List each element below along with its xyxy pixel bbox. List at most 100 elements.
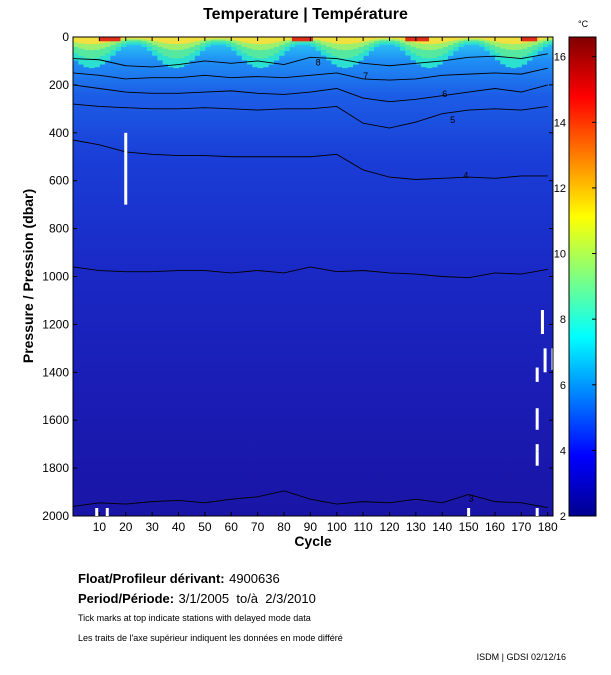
- x-tick-label: 110: [354, 520, 373, 534]
- colorbar: [568, 36, 597, 517]
- y-axis-ticks: 0 200 400 600 800 1000 1200 1400 1600 1800 2000: [42, 30, 553, 523]
- x-tick-label: 160: [485, 520, 505, 534]
- surface-cell: [352, 37, 359, 44]
- contour-line-3: [73, 490, 548, 509]
- colorbar-tick-label: 4: [560, 445, 566, 457]
- colorbar-tick-label: 6: [560, 380, 566, 392]
- surface-cell: [125, 37, 132, 39]
- surface-cell: [463, 37, 470, 39]
- contour-line-4: [73, 139, 548, 180]
- surface-cell: [553, 37, 559, 40]
- surface-cell: [152, 37, 158, 42]
- surface-cell: [342, 37, 348, 45]
- colorbar-tick-label: 14: [554, 117, 566, 129]
- surface-cell: [215, 37, 222, 39]
- y-tick-label: 600: [49, 174, 69, 188]
- surface-cell: [320, 37, 327, 42]
- x-tick-label: 120: [379, 520, 399, 534]
- surface-cell: [136, 37, 143, 39]
- y-tick-label: 1400: [42, 365, 69, 379]
- surface-cell: [347, 37, 354, 44]
- missing-data-bar: [543, 348, 547, 373]
- credit-line: ISDM | GDSI 02/12/16: [476, 652, 566, 662]
- surface-cell: [131, 37, 137, 39]
- contour-line-7: [73, 67, 548, 81]
- note-english: Tick marks at top indicate stations with…: [78, 613, 311, 623]
- colorbar-unit: °C: [578, 19, 589, 29]
- surface-hot-patch: [521, 37, 538, 42]
- y-tick-label: 400: [49, 126, 69, 140]
- surface-cell: [468, 37, 475, 39]
- chart-title: Temperature | Température: [203, 6, 408, 23]
- contour-label: 7: [363, 71, 368, 81]
- surface-cell: [331, 37, 338, 44]
- surface-cell: [484, 37, 491, 41]
- x-tick-label: 180: [538, 520, 558, 534]
- missing-data-bar: [535, 444, 539, 452]
- missing-data-bar: [540, 310, 544, 334]
- contour-label: 5: [450, 115, 455, 125]
- x-tick-label: 30: [145, 520, 159, 534]
- contour-label: 3: [469, 494, 474, 504]
- delayed-mode-tick: [105, 508, 109, 516]
- surface-cell: [162, 37, 169, 44]
- surface-warm-layer: [73, 37, 559, 69]
- x-tick-label: 90: [304, 520, 318, 534]
- period-value: 3/1/2005 to/à 2/3/2010: [178, 591, 316, 606]
- surface-cell: [542, 37, 549, 40]
- missing-data-bar: [535, 408, 539, 430]
- surface-cell: [553, 37, 559, 42]
- surface-cell: [436, 37, 443, 44]
- surface-cell: [516, 37, 522, 44]
- surface-cell: [452, 37, 459, 41]
- x-tick-label: 60: [225, 520, 239, 534]
- x-tick-label: 140: [432, 520, 452, 534]
- surface-cell: [120, 37, 127, 40]
- x-axis-ticks: 10 20 30 40 50 60 70 80 90 100 110 120 130 140 150 160 1…: [93, 37, 558, 534]
- surface-cell: [252, 37, 259, 44]
- surface-cell: [389, 37, 396, 39]
- surface-cell: [220, 37, 227, 39]
- surface-cell: [73, 37, 79, 43]
- surface-cell: [458, 37, 464, 40]
- contour-label: 6: [442, 89, 447, 99]
- surface-cell: [210, 37, 216, 39]
- contour-line-6: [73, 84, 548, 103]
- surface-cell: [178, 37, 185, 44]
- x-tick-label: 10: [93, 520, 107, 534]
- colorbar-ticks: 2 4 6 8 10 12 14 16: [554, 52, 596, 523]
- y-tick-label: 0: [62, 30, 69, 44]
- contour-lines: 3 4 5 6 7 8: [73, 53, 548, 509]
- colorbar-tick-label: 8: [560, 314, 566, 326]
- y-tick-label: 1000: [42, 270, 69, 284]
- surface-cell: [378, 37, 385, 39]
- surface-cell: [199, 37, 206, 41]
- x-tick-label: 20: [119, 520, 133, 534]
- surface-cell: [167, 37, 174, 44]
- surface-cell: [157, 37, 164, 43]
- surface-cell: [400, 37, 406, 41]
- delayed-mode-tick: [467, 508, 471, 516]
- contour-line-5: [73, 103, 548, 129]
- surface-cell: [479, 37, 485, 40]
- delayed-mode-tick: [95, 508, 99, 516]
- note-french: Les traits de l'axe supérieur indiquent …: [78, 633, 343, 643]
- y-tick-label: 2000: [42, 509, 69, 523]
- surface-hot-patch: [291, 37, 313, 42]
- surface-cell: [500, 37, 507, 44]
- surface-cell: [236, 37, 243, 42]
- surface-cell: [431, 37, 438, 44]
- surface-cell: [247, 37, 253, 44]
- surface-cell: [442, 37, 449, 43]
- y-tick-label: 1800: [42, 461, 69, 475]
- colorbar-tick-label: 10: [554, 249, 566, 261]
- surface-cell: [283, 37, 290, 41]
- surface-cell: [384, 37, 390, 39]
- contour-label: 8: [316, 58, 321, 68]
- surface-cell: [394, 37, 401, 40]
- surface-cell: [231, 37, 238, 41]
- missing-data-bar: [124, 132, 128, 205]
- x-tick-label: 170: [511, 520, 531, 534]
- surface-cell: [373, 37, 380, 40]
- surface-cell: [204, 37, 211, 40]
